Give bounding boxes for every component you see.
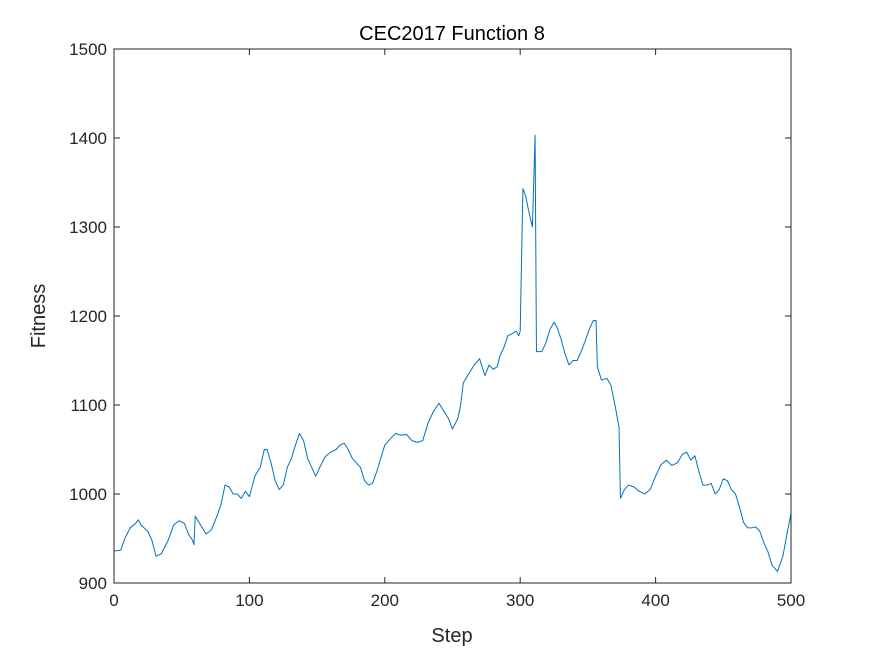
series-layer — [113, 134, 792, 572]
y-tick-label: 1100 — [70, 396, 107, 415]
y-tick-label: 1400 — [69, 129, 107, 148]
y-tick-label: 1300 — [69, 218, 107, 237]
x-axis-ticks: 0 100 200 300 400 500 — [109, 49, 805, 610]
x-tick-label: 0 — [109, 591, 118, 610]
y-axis-ticks: 900 1000 1100 1200 1300 1400 1500 — [69, 40, 791, 593]
y-axis-title: Fitness — [28, 284, 50, 348]
series-line-0 — [113, 134, 792, 572]
y-tick-label: 900 — [79, 574, 107, 593]
x-axis-title: Step — [431, 625, 472, 647]
plot-area — [114, 49, 791, 583]
chart-title: CEC2017 Function 8 — [359, 23, 545, 45]
x-tick-label: 500 — [777, 591, 805, 610]
y-tick-label: 1500 — [69, 40, 107, 59]
x-tick-label: 400 — [641, 591, 669, 610]
x-tick-label: 300 — [506, 591, 534, 610]
x-tick-label: 200 — [371, 591, 399, 610]
y-tick-label: 1200 — [69, 307, 107, 326]
y-tick-label: 1000 — [69, 485, 107, 504]
x-tick-label: 100 — [235, 591, 263, 610]
